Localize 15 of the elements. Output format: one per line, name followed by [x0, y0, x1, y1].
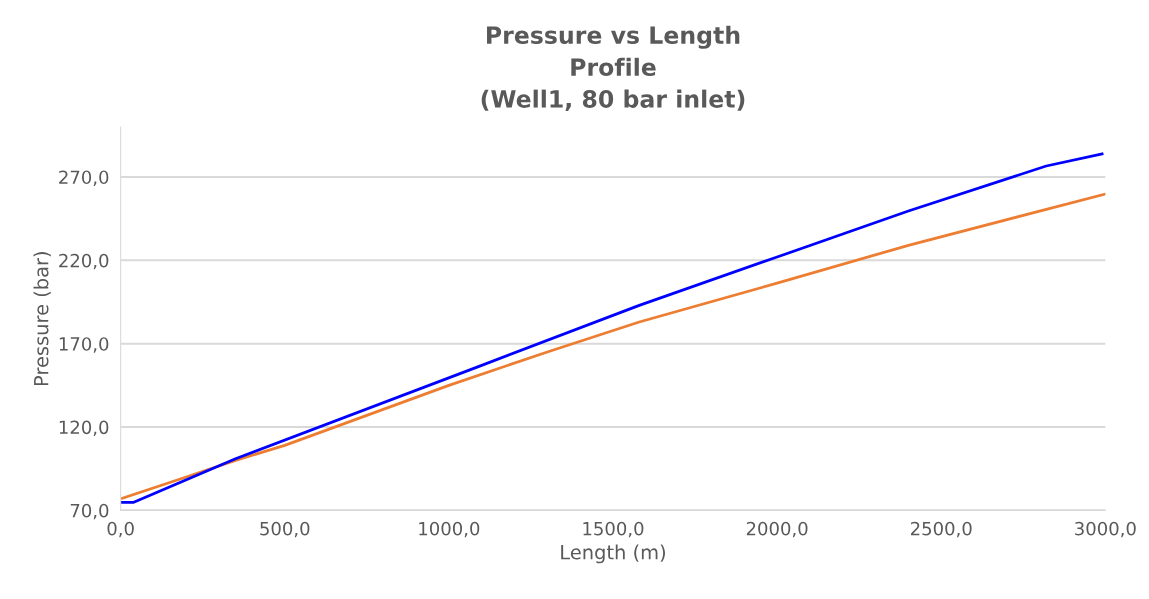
- y-tick-label: 120,0: [59, 420, 109, 436]
- x-tick-label: 1000,0: [419, 521, 480, 538]
- y-tick-label: 170,0: [59, 337, 109, 353]
- y-tick-label: 270,0: [59, 170, 109, 186]
- x-tick-label: 2500,0: [910, 521, 972, 538]
- x-tick-label: 1500,0: [583, 521, 644, 538]
- x-tick-label: 500,0: [260, 521, 310, 538]
- y-tick-label: 220,0: [59, 253, 109, 270]
- y-tick-label: 70,0: [70, 503, 109, 520]
- y-axis-title: Pressure (bar): [33, 252, 51, 386]
- x-tick-label: 2000,0: [746, 521, 808, 538]
- x-axis-title: Length (m): [561, 544, 665, 564]
- x-tick-label: 3000,0: [1075, 521, 1136, 538]
- x-tick-label: 0,0: [107, 521, 134, 538]
- chart-title: Pressure vs Length Profile (Well1, 80 bar inlet): [481, 25, 745, 111]
